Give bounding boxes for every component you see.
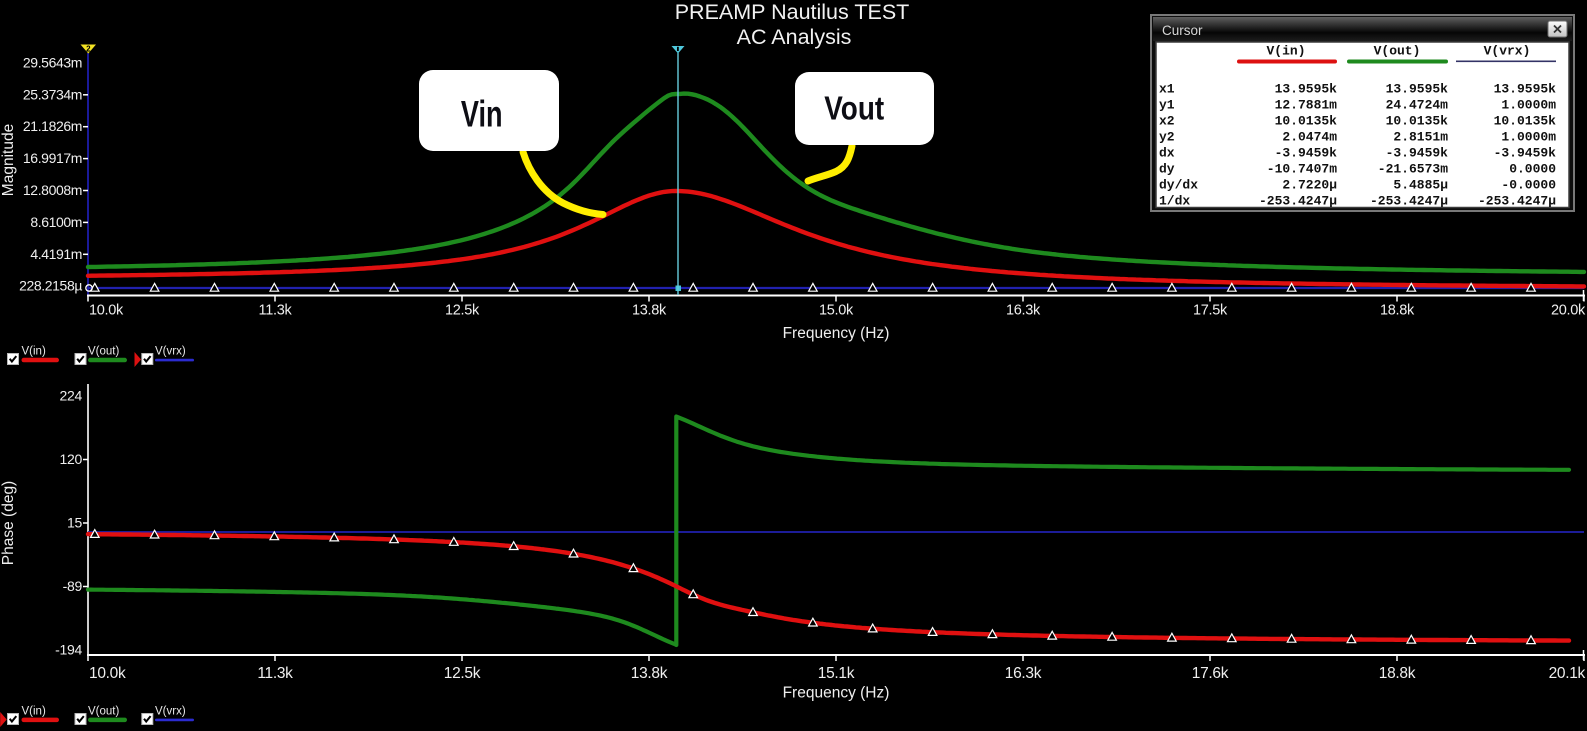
svg-text:x1: x1 [1159, 82, 1175, 97]
svg-text:Magnitude: Magnitude [0, 124, 17, 196]
svg-text:0.0000: 0.0000 [1509, 162, 1556, 177]
svg-text:16.3k: 16.3k [1006, 303, 1041, 319]
svg-text:228.2158µ: 228.2158µ [19, 278, 82, 294]
svg-text:10.0k: 10.0k [89, 665, 126, 682]
svg-text:12.5k: 12.5k [445, 303, 480, 319]
svg-text:10.0135k: 10.0135k [1275, 114, 1338, 129]
svg-text:-89: -89 [63, 578, 83, 594]
svg-text:11.3k: 11.3k [257, 665, 293, 682]
svg-text:Vin: Vin [461, 93, 503, 134]
svg-text:18.8k: 18.8k [1379, 665, 1416, 682]
svg-text:-3.9459k: -3.9459k [1386, 146, 1449, 161]
svg-text:AC Analysis: AC Analysis [737, 25, 852, 49]
svg-text:12.5k: 12.5k [444, 665, 481, 682]
svg-text:-0.0000: -0.0000 [1501, 178, 1556, 193]
svg-text:224: 224 [60, 388, 83, 404]
svg-text:13.9595k: 13.9595k [1275, 82, 1338, 97]
svg-text:-194: -194 [55, 642, 82, 658]
svg-text:24.4724m: 24.4724m [1386, 98, 1449, 113]
svg-text:10.0k: 10.0k [89, 303, 124, 319]
svg-text:V(out): V(out) [88, 706, 119, 718]
svg-text:V(in): V(in) [1266, 44, 1305, 59]
svg-text:16.3k: 16.3k [1005, 665, 1042, 682]
svg-text:dy/dx: dy/dx [1159, 178, 1198, 193]
svg-text:8.6100m: 8.6100m [30, 214, 82, 230]
svg-text:18.8k: 18.8k [1380, 303, 1415, 319]
svg-text:15.0k: 15.0k [819, 303, 854, 319]
svg-text:17.5k: 17.5k [1193, 303, 1228, 319]
svg-text:25.3734m: 25.3734m [23, 86, 82, 102]
svg-text:13.9595k: 13.9595k [1494, 82, 1557, 97]
svg-text:20.0k: 20.0k [1551, 303, 1586, 319]
svg-text:x2: x2 [1159, 114, 1175, 129]
svg-text:12.7881m: 12.7881m [1275, 98, 1338, 113]
svg-text:4.4191m: 4.4191m [30, 246, 82, 262]
svg-text:V(out): V(out) [1374, 44, 1421, 59]
svg-text:-253.4247µ: -253.4247µ [1478, 194, 1556, 209]
svg-text:dx: dx [1159, 146, 1175, 161]
svg-text:V(out): V(out) [88, 346, 119, 358]
svg-text:1/dx: 1/dx [1159, 194, 1190, 209]
svg-text:Frequency (Hz): Frequency (Hz) [783, 325, 890, 342]
svg-text:13.8k: 13.8k [632, 303, 667, 319]
svg-text:2.7220µ: 2.7220µ [1282, 178, 1337, 193]
svg-text:20.1k: 20.1k [1549, 665, 1586, 682]
svg-text:y2: y2 [1159, 130, 1175, 145]
svg-text:-253.4247µ: -253.4247µ [1370, 194, 1448, 209]
svg-text:V(in): V(in) [22, 706, 46, 718]
svg-text:13.8k: 13.8k [631, 665, 668, 682]
svg-text:Frequency (Hz): Frequency (Hz) [783, 685, 890, 702]
svg-text:5.4885µ: 5.4885µ [1393, 178, 1448, 193]
svg-text:V(vrx): V(vrx) [1484, 44, 1531, 59]
svg-text:10.0135k: 10.0135k [1494, 114, 1557, 129]
svg-text:-21.6573m: -21.6573m [1378, 162, 1448, 177]
svg-text:12.8008m: 12.8008m [23, 182, 82, 198]
svg-text:-3.9459k: -3.9459k [1275, 146, 1338, 161]
svg-text:-10.7407m: -10.7407m [1267, 162, 1337, 177]
svg-text:1.0000m: 1.0000m [1501, 130, 1556, 145]
svg-text:-253.4247µ: -253.4247µ [1259, 194, 1337, 209]
svg-text:2.8151m: 2.8151m [1393, 130, 1448, 145]
svg-text:120: 120 [60, 451, 83, 467]
svg-text:15.1k: 15.1k [818, 665, 855, 682]
svg-text:-3.9459k: -3.9459k [1494, 146, 1557, 161]
svg-text:15: 15 [67, 515, 82, 531]
svg-text:21.1826m: 21.1826m [23, 118, 82, 134]
svg-text:11.3k: 11.3k [259, 303, 293, 319]
svg-text:29.5643m: 29.5643m [23, 54, 82, 70]
svg-text:2: 2 [86, 45, 91, 54]
svg-text:1.0000m: 1.0000m [1501, 98, 1556, 113]
svg-text:16.9917m: 16.9917m [23, 150, 82, 166]
svg-text:PREAMP Nautilus TEST: PREAMP Nautilus TEST [675, 0, 910, 24]
svg-text:V(in): V(in) [22, 346, 46, 358]
svg-text:V(vrx): V(vrx) [155, 346, 186, 358]
svg-text:Vout: Vout [824, 90, 884, 127]
svg-text:dy: dy [1159, 162, 1175, 177]
svg-text:y1: y1 [1159, 98, 1175, 113]
svg-text:2.0474m: 2.0474m [1282, 130, 1337, 145]
svg-text:Phase (deg): Phase (deg) [0, 481, 17, 565]
svg-text:V(vrx): V(vrx) [155, 706, 186, 718]
svg-text:Cursor: Cursor [1162, 23, 1203, 38]
svg-text:17.6k: 17.6k [1192, 665, 1229, 682]
svg-text:10.0135k: 10.0135k [1386, 114, 1449, 129]
svg-text:13.9595k: 13.9595k [1386, 82, 1449, 97]
